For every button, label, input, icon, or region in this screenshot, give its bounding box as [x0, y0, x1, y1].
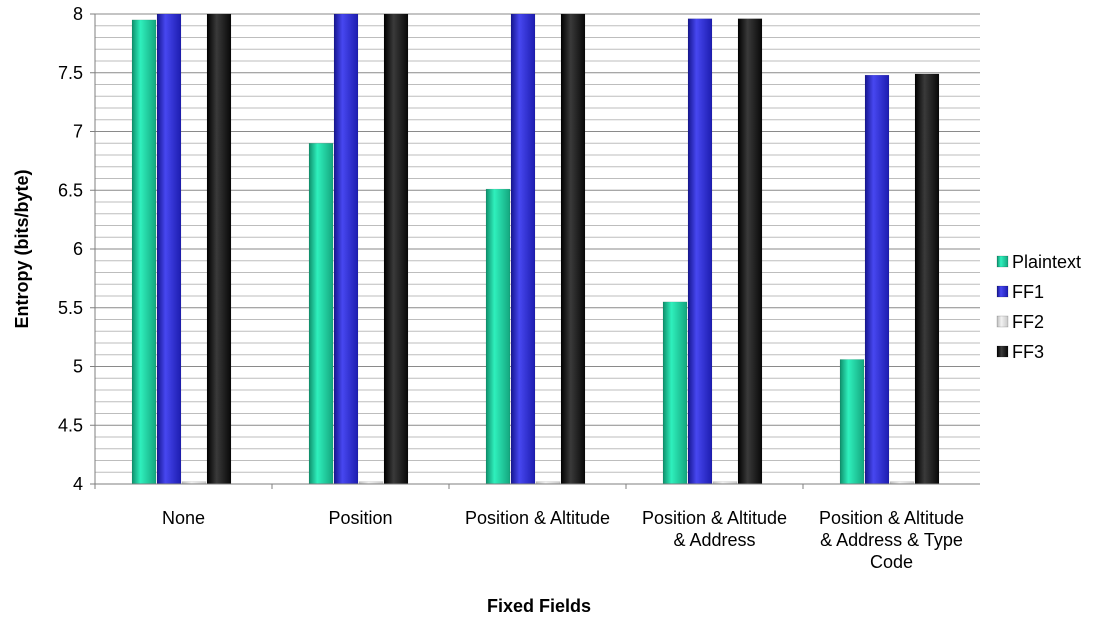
legend-label-ff1: FF1 [1012, 282, 1044, 302]
bars [131, 13, 940, 485]
legend-swatch-ff1 [996, 285, 1009, 298]
legend-label-ff3: FF3 [1012, 342, 1044, 362]
y-tick-label: 6 [73, 239, 83, 259]
gridlines [95, 13, 980, 485]
x-category-label: Position & Altitude & Address [642, 508, 787, 550]
bar-ff3-4 [914, 73, 940, 485]
bar-plaintext-3 [662, 301, 688, 485]
y-tick-label: 4 [73, 474, 83, 494]
bar-ff1-2 [510, 13, 536, 485]
legend-label-ff2: FF2 [1012, 312, 1044, 332]
bar-plaintext-4 [839, 359, 865, 485]
bar-ff1-3 [687, 18, 713, 485]
x-category-label: Position & Altitude [465, 508, 610, 528]
x-category-label: Position [328, 508, 392, 528]
bar-ff3-2 [560, 13, 586, 485]
y-axis-title: Entropy (bits/byte) [12, 169, 32, 328]
x-category-label: None [162, 508, 205, 528]
y-tick-label: 5 [73, 357, 83, 377]
x-category-label: Position & Altitude & Address & Type Code [819, 508, 964, 572]
bar-ff1-4 [864, 74, 890, 485]
legend: Plaintext FF1 FF2 FF3 [996, 252, 1081, 362]
legend-swatch-plaintext [996, 255, 1009, 268]
y-tick-label: 8 [73, 4, 83, 24]
axes: 4 4.5 5 5.5 6 6.5 7 7.5 8 None Position Position & … [58, 4, 980, 572]
legend-swatch-ff2 [996, 315, 1009, 328]
bar-ff3-1 [383, 13, 409, 485]
bar-ff1-0 [156, 13, 182, 485]
legend-swatch-ff3 [996, 345, 1009, 358]
bar-plaintext-2 [485, 188, 511, 485]
bar-ff3-0 [206, 13, 232, 485]
x-axis-title: Fixed Fields [487, 596, 591, 616]
bar-plaintext-0 [131, 19, 157, 485]
y-tick-label: 6.5 [58, 180, 83, 200]
y-tick-label: 4.5 [58, 415, 83, 435]
bar-ff3-3 [737, 18, 763, 485]
legend-label-plaintext: Plaintext [1012, 252, 1081, 272]
y-tick-label: 5.5 [58, 298, 83, 318]
bar-plaintext-1 [308, 143, 334, 485]
y-tick-label: 7 [73, 122, 83, 142]
y-tick-label: 7.5 [58, 63, 83, 83]
bar-ff1-1 [333, 13, 359, 485]
